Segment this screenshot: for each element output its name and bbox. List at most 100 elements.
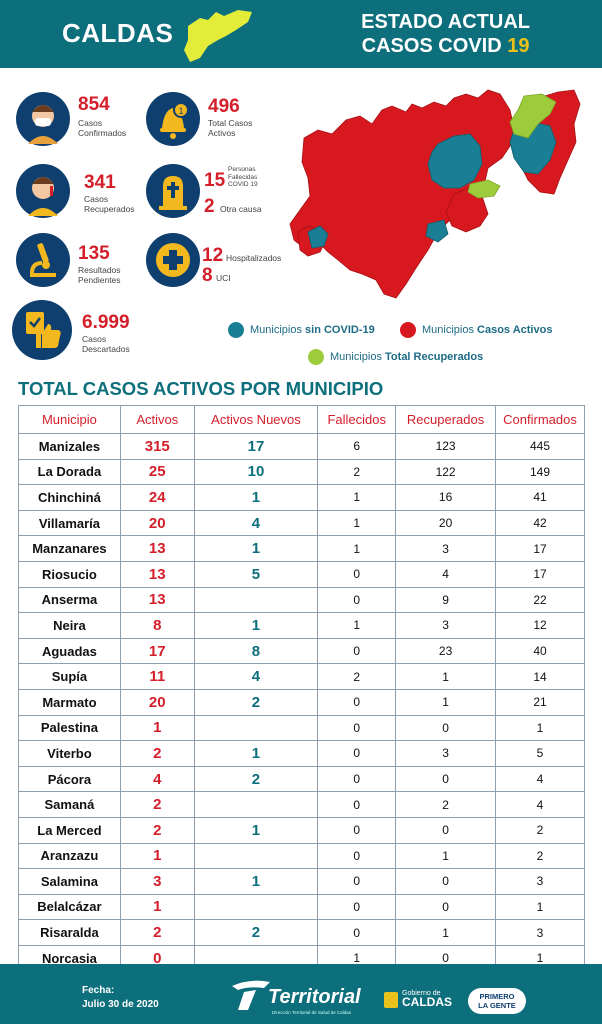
cell-municipio: Samaná — [18, 791, 121, 818]
cell-activos-nuevos: 4 — [193, 663, 319, 690]
hospitalizados-value: 12 — [202, 245, 224, 266]
otra-causa-value: 2 — [204, 196, 215, 217]
cell-activos-nuevos: 8 — [193, 637, 319, 665]
table-row: Viterbo 2 1 0 3 5 — [18, 740, 585, 767]
primero-la-gente-badge: PRIMERO LA GENTE — [468, 988, 526, 1014]
cell-activos-nuevos: 1 — [193, 484, 319, 511]
cell-municipio: Aranzazu — [18, 842, 121, 870]
table-row: Anserma 13 0 9 22 — [18, 586, 585, 614]
cell-recuperados: 1 — [395, 663, 497, 690]
cell-fallecidos: 0 — [317, 816, 397, 844]
legend-sin-covid-text: Municipios sin COVID-19 — [250, 324, 375, 336]
cell-confirmados: 22 — [495, 586, 585, 614]
cell-confirmados: 4 — [495, 791, 585, 818]
legend-recuperados: Municipios Total Recuperados — [308, 349, 483, 365]
cell-fallecidos: 0 — [317, 919, 397, 946]
person-thermometer-icon — [16, 164, 70, 218]
cell-activos-nuevos — [193, 586, 319, 614]
legend-sin-covid-prefix: Municipios — [250, 324, 306, 336]
table-row: Chinchiná 24 1 1 16 41 — [18, 484, 585, 511]
cell-recuperados: 0 — [395, 816, 497, 844]
cell-municipio: Villamaría — [18, 509, 121, 537]
cell-fallecidos: 0 — [317, 868, 397, 895]
cell-confirmados: 42 — [495, 509, 585, 537]
cell-municipio: Risaralda — [18, 919, 121, 946]
cell-fallecidos: 2 — [317, 663, 397, 690]
territorial-logo-text: Territorial — [268, 986, 361, 1008]
legend-teal-dot — [228, 322, 244, 338]
cell-confirmados: 2 — [495, 816, 585, 844]
cell-municipio: Neira — [18, 612, 121, 639]
legend-green-dot — [308, 349, 324, 365]
gob-line-2: CALDAS — [402, 995, 452, 1009]
cell-activos: 2 — [119, 816, 195, 844]
table-row: Supía 11 4 2 1 14 — [18, 663, 585, 690]
table-row: Palestina 1 0 0 1 — [18, 714, 585, 742]
cell-activos: 17 — [119, 637, 195, 665]
cell-confirmados: 41 — [495, 484, 585, 511]
cell-recuperados: 1 — [395, 688, 497, 716]
otra-causa-label: Otra causa — [220, 204, 262, 214]
activos-label: Total Casos Activos — [208, 118, 253, 138]
cell-municipio: Manzanares — [18, 535, 121, 562]
tombstone-icon — [146, 164, 200, 218]
cell-municipio: Belalcázar — [18, 893, 121, 921]
fecha-value: Julio 30 de 2020 — [82, 999, 159, 1010]
cell-municipio: Palestina — [18, 714, 121, 742]
table-row: La Dorada 25 10 2 122 149 — [18, 458, 585, 486]
legend-activos-prefix: Municipios — [422, 324, 478, 336]
cell-fallecidos: 1 — [317, 509, 397, 537]
legend-activos-text: Municipios Casos Activos — [422, 324, 552, 336]
cell-activos: 3 — [119, 868, 195, 895]
cell-recuperados: 122 — [395, 458, 497, 486]
table-row: Salamina 3 1 0 0 3 — [18, 868, 585, 895]
table-row: Neira 8 1 1 3 12 — [18, 612, 585, 639]
descartados-value: 6.999 — [82, 312, 130, 333]
table-row: Riosucio 13 5 0 4 17 — [18, 560, 585, 588]
cell-activos-nuevos: 1 — [193, 740, 319, 767]
table-row: Belalcázar 1 0 0 1 — [18, 893, 585, 921]
confirmados-value: 854 — [78, 94, 110, 115]
cell-fallecidos: 1 — [317, 612, 397, 639]
cell-confirmados: 3 — [495, 919, 585, 946]
col-activos-nuevos: Activos Nuevos — [193, 405, 319, 434]
cell-recuperados: 4 — [395, 560, 497, 588]
cell-activos: 315 — [119, 433, 195, 460]
table-row: Aguadas 17 8 0 23 40 — [18, 637, 585, 665]
cell-fallecidos: 1 — [317, 535, 397, 562]
cell-recuperados: 3 — [395, 612, 497, 639]
cell-municipio: Riosucio — [18, 560, 121, 588]
title-line-1: ESTADO ACTUAL — [361, 11, 530, 33]
pendientes-label: Resultados Pendientes — [78, 265, 121, 285]
fallecidos-value: 15 — [204, 170, 226, 191]
uci-label: UCI — [216, 273, 231, 283]
cell-municipio: Aguadas — [18, 637, 121, 665]
cell-activos: 1 — [119, 893, 195, 921]
cell-recuperados: 1 — [395, 842, 497, 870]
fallecidos-label: Personas Fallecidas COVID 19 — [228, 166, 258, 188]
cell-fallecidos: 0 — [317, 637, 397, 665]
cell-recuperados: 16 — [395, 484, 497, 511]
cell-fallecidos: 0 — [317, 714, 397, 742]
recuperados-label: Casos Recuperados — [84, 194, 135, 214]
cell-fallecidos: 0 — [317, 765, 397, 793]
caldas-shield-icon — [384, 992, 398, 1008]
header-banner: CALDAS ESTADO ACTUAL CASOS COVID 19 — [0, 0, 602, 68]
cell-municipio: La Merced — [18, 816, 121, 844]
territorial-swoosh-icon — [232, 980, 270, 1010]
footer-date: Fecha: Julio 30 de 2020 — [82, 984, 159, 1012]
cell-fallecidos: 0 — [317, 842, 397, 870]
legend-sin-covid: Municipios sin COVID-19 — [228, 322, 375, 338]
cell-activos: 4 — [119, 765, 195, 793]
table-row: Villamaría 20 4 1 20 42 — [18, 509, 585, 537]
table-row: Pácora 4 2 0 0 4 — [18, 765, 585, 793]
cell-activos-nuevos: 4 — [193, 509, 319, 537]
activos-value: 496 — [208, 96, 240, 117]
medical-cross-icon — [146, 233, 200, 287]
municipios-table: Municipio Activos Activos Nuevos Falleci… — [18, 405, 585, 972]
cell-activos: 2 — [119, 740, 195, 767]
cell-confirmados: 17 — [495, 535, 585, 562]
table-title: TOTAL CASOS ACTIVOS POR MUNICIPIO — [18, 378, 384, 399]
cell-activos-nuevos: 17 — [193, 433, 319, 460]
cell-fallecidos: 0 — [317, 688, 397, 716]
